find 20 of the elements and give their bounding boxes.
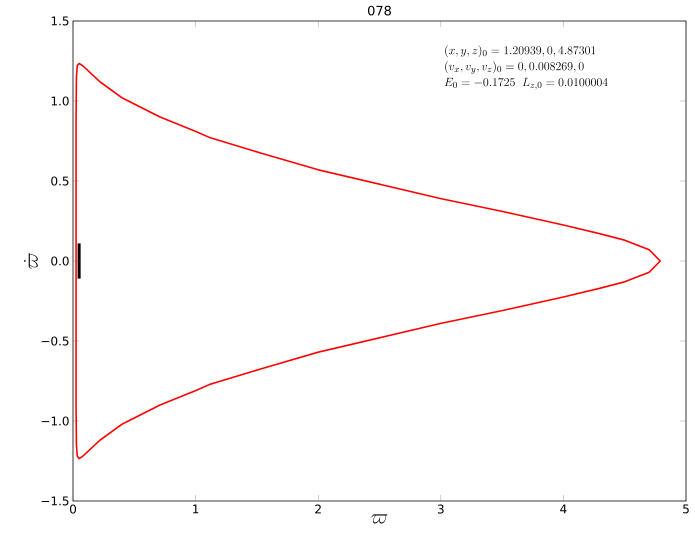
x-tick-label: 0	[70, 504, 76, 514]
y-axis-title: $\dot{\varpi}$	[24, 253, 38, 270]
y-tick-label: 1.5	[52, 16, 68, 26]
annotation: $(v_x,v_y,v_z)_0 = 0, 0.008269, 0$	[445, 61, 584, 74]
x-tick-label: 4	[560, 504, 567, 514]
x-axis-title: $\varpi$	[371, 514, 388, 524]
y-tick-label: −1.5	[42, 496, 68, 506]
y-tick-label: −1.0	[42, 416, 69, 426]
annotation: $E_0 = -0.1725 \;\; L_{z,0} = 0.0100004$	[444, 78, 608, 90]
y-tick-label: 1.0	[52, 96, 69, 106]
x-tick-label: 2	[315, 504, 321, 514]
line-series	[75, 62, 662, 460]
x-tick-label: 1	[193, 504, 198, 514]
y-tick-label: 0.0	[51, 256, 69, 266]
chart-title: 078	[368, 6, 391, 16]
y-tick-label: 0.5	[51, 176, 68, 186]
x-tick-label: 5	[683, 504, 689, 514]
x-tick-label: 3	[438, 504, 444, 514]
y-tick-label: −0.5	[42, 336, 68, 346]
annotation: $(x,y,z)_0 = 1.20939, 0, 4.87301$	[445, 45, 596, 58]
